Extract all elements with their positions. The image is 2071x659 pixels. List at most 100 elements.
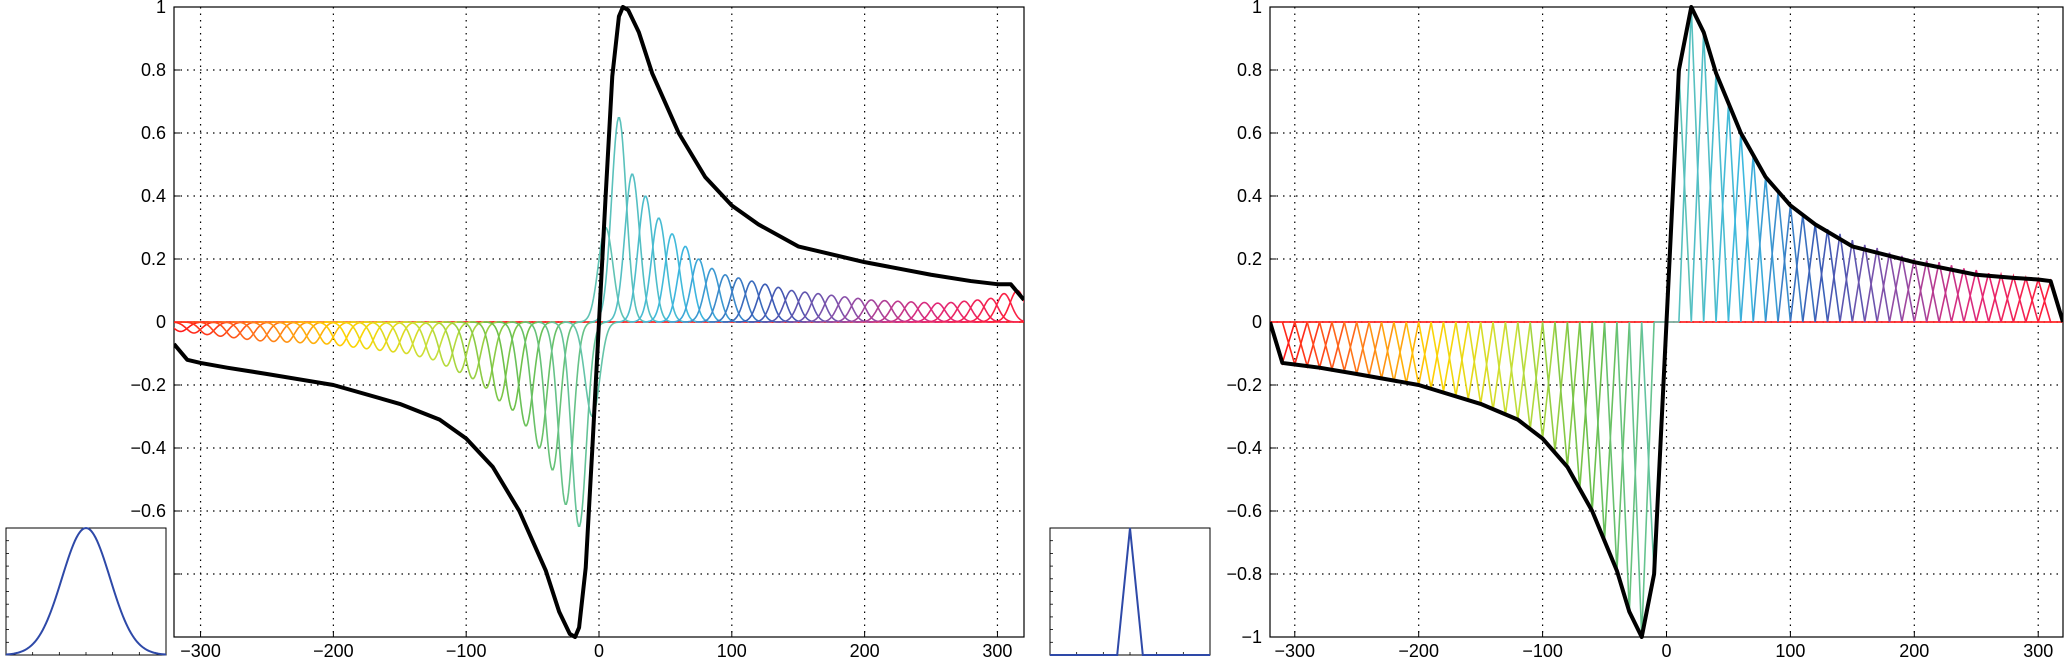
component-curve xyxy=(961,297,1019,323)
component-curve xyxy=(1467,321,1494,405)
component-curve xyxy=(1950,268,1978,323)
component-curve xyxy=(1343,321,1370,375)
x-tick-label: 200 xyxy=(1899,641,1929,659)
x-tick-label: 100 xyxy=(717,641,747,659)
inset-background xyxy=(1050,528,1210,655)
component-curve xyxy=(1393,321,1420,384)
y-tick-label: 0.8 xyxy=(141,60,166,80)
inset-background xyxy=(6,528,166,655)
component-curve xyxy=(656,245,715,323)
component-curve xyxy=(563,321,621,418)
y-tick-label: −0.2 xyxy=(130,375,166,395)
component-curve xyxy=(523,321,582,471)
y-tick-label: 0.2 xyxy=(141,249,166,269)
component-curve xyxy=(1851,244,1878,323)
component-curve xyxy=(629,217,689,323)
x-tick-label: −300 xyxy=(1275,641,1316,659)
component-curve xyxy=(1430,321,1457,392)
component-curve xyxy=(2000,273,2027,323)
component-curve xyxy=(1888,255,1916,323)
x-tick-label: −200 xyxy=(313,641,354,659)
component-curve xyxy=(1863,247,1891,323)
envelope-curve xyxy=(1270,5,2063,639)
component-curve xyxy=(1975,272,2002,323)
component-curve xyxy=(1504,321,1531,420)
component-curve xyxy=(1405,321,1432,386)
component-curve xyxy=(1913,260,1940,323)
y-tick-label: −0.6 xyxy=(1226,501,1262,521)
component-curve xyxy=(1331,321,1358,372)
component-curve xyxy=(735,283,794,323)
x-tick-label: 100 xyxy=(1775,641,1805,659)
component-curve xyxy=(1492,321,1519,416)
component-curve xyxy=(974,292,1024,323)
component-curve xyxy=(616,195,675,323)
y-tick-label: −0.4 xyxy=(130,438,166,458)
component-curve xyxy=(536,321,596,506)
component-curve xyxy=(1987,271,2015,323)
y-tick-label: −1 xyxy=(1241,627,1262,647)
component-curve xyxy=(1789,214,1816,323)
y-tick-label: 0.4 xyxy=(141,186,166,206)
left-chart: −300−200−1000100200300−1−0.8−0.6−0.4−0.2… xyxy=(130,0,1025,659)
component-curve xyxy=(1690,32,1717,323)
component-curve xyxy=(2012,274,2039,323)
component-curve xyxy=(1925,261,1953,323)
component-curve xyxy=(762,289,820,323)
y-tick-label: −0.8 xyxy=(1226,564,1262,584)
y-tick-label: −0.2 xyxy=(1226,375,1262,395)
component-curve xyxy=(669,258,728,323)
y-tick-label: 0.6 xyxy=(1237,123,1262,143)
component-curve xyxy=(1901,258,1928,323)
curves xyxy=(1270,5,2063,639)
y-tick-label: −0.6 xyxy=(130,501,166,521)
component-curve xyxy=(1826,233,1854,323)
x-tick-label: −200 xyxy=(1398,641,1439,659)
component-curve xyxy=(1368,321,1395,379)
right-chart: −300 −200 −100 0 100 200 300 −1 −0.8 −0.6 −0.4 −0.2… xyxy=(1226,0,2064,659)
y-tick-label: 0 xyxy=(1252,312,1262,332)
component-curve xyxy=(1380,321,1408,383)
component-curve xyxy=(1938,265,1965,323)
y-tick-label: 0 xyxy=(156,312,166,332)
y-tick-label: 0.6 xyxy=(141,123,166,143)
y-tick-label: 0.8 xyxy=(1237,60,1262,80)
y-tick-label: 0.2 xyxy=(1237,249,1262,269)
component-curve xyxy=(1479,321,1507,411)
x-tick-label: −300 xyxy=(180,641,221,659)
y-tick-label: −0.4 xyxy=(1226,438,1262,458)
component-curve xyxy=(1442,321,1470,397)
envelope-curve xyxy=(174,5,1024,639)
component-curve xyxy=(1963,269,1990,323)
component-curve xyxy=(1417,321,1445,389)
component-curve xyxy=(1455,321,1482,400)
x-tick-label: −100 xyxy=(446,641,487,659)
component-curve xyxy=(749,286,807,323)
y-tick-label: 0.4 xyxy=(1237,186,1262,206)
component-curve xyxy=(1802,224,1829,323)
x-tick-label: 300 xyxy=(2023,641,2053,659)
x-tick-label: 0 xyxy=(594,641,604,659)
component-curve xyxy=(1814,228,1841,323)
component-curve xyxy=(1306,321,1333,371)
component-curve xyxy=(1517,321,1544,430)
inset-kernel-curve xyxy=(1050,527,1210,656)
component-curve xyxy=(602,173,662,323)
x-tick-label: 300 xyxy=(982,641,1012,659)
x-tick-label: −100 xyxy=(1522,641,1563,659)
component-curve xyxy=(1876,252,1903,323)
component-curve xyxy=(1616,321,1643,612)
y-tick-label: 1 xyxy=(1252,0,1262,17)
inset-kernel-curve xyxy=(5,526,167,656)
x-tick-label: 0 xyxy=(1661,641,1671,659)
component-curve xyxy=(1294,321,1321,370)
y-tick-label: 1 xyxy=(156,0,166,17)
right-inset-triangle-kernel xyxy=(1049,527,1211,656)
left-inset-gaussian-kernel xyxy=(5,526,167,656)
component-curve xyxy=(1318,321,1346,373)
component-curve xyxy=(1355,321,1383,376)
curves xyxy=(174,5,1024,639)
x-tick-label: 200 xyxy=(850,641,880,659)
component-curve xyxy=(1839,239,1866,323)
